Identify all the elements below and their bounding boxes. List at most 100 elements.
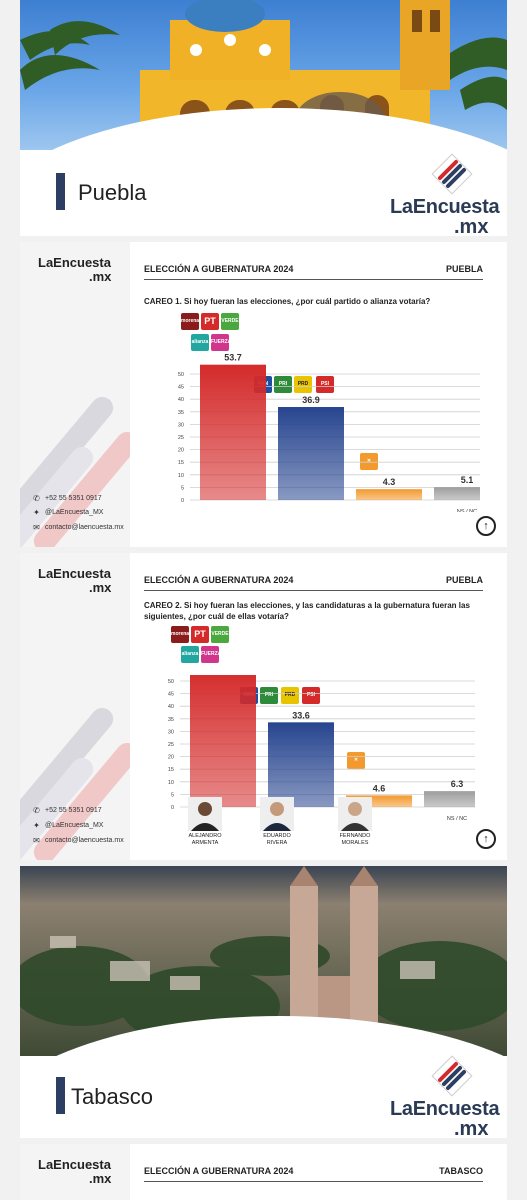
candidate-photo-rivera: [260, 797, 294, 831]
bar: [424, 791, 475, 807]
brand-suffix: .mx: [454, 1118, 489, 1138]
region-title: Tabasco: [71, 1084, 153, 1109]
mail-icon: ✉: [33, 836, 40, 845]
bar: [356, 489, 422, 500]
fuerza-logo: FUERZA: [201, 646, 221, 663]
bar-value-label: 5.1: [461, 475, 474, 485]
mc-eagle-icon: ✕: [360, 453, 378, 470]
y-tick-label: 50: [178, 372, 184, 378]
slide-heading: ELECCIÓN A GUBERNATURA 2024 TABASCO: [144, 1166, 483, 1182]
slide-sidebar: LaEncuesta .mx ✆ +52 55 5351 0917 ✦ @LaEnc…: [20, 553, 130, 860]
slide-heading: ELECCIÓN A GUBERNATURA 2024 PUEBLA: [144, 575, 483, 591]
verde-logo: VERDE: [211, 626, 229, 643]
whatsapp-icon: ✆: [33, 494, 40, 503]
contact-phone: ✆ +52 55 5351 0917: [33, 494, 102, 503]
y-tick-label: 40: [178, 397, 184, 403]
y-tick-label: 30: [168, 729, 174, 735]
psi-logo: PSI: [302, 687, 320, 704]
twitter-icon: ✦: [33, 821, 40, 830]
bar-value-label: 33.6: [292, 710, 310, 720]
twitter-icon: ✦: [33, 508, 40, 517]
sidebar-brand: LaEncuesta: [38, 255, 111, 270]
bar: [346, 795, 412, 807]
y-tick-label: 45: [168, 692, 174, 698]
candidate-photo-morales: [338, 797, 372, 831]
psi-logo: PSI: [316, 376, 334, 393]
bar: [268, 722, 334, 807]
nueva-alianza-logo: alianza: [191, 334, 209, 351]
y-tick-label: 15: [178, 460, 184, 466]
slide-title: ELECCIÓN A GUBERNATURA 2024: [144, 1166, 294, 1176]
slide-state: TABASCO: [439, 1166, 483, 1176]
slide-state: PUEBLA: [445, 264, 483, 274]
y-tick-label: 0: [181, 498, 184, 504]
y-tick-label: 45: [178, 385, 184, 391]
brand-stripes-icon: [431, 1055, 473, 1097]
morena-logo: morena: [171, 626, 189, 643]
contact-twitter[interactable]: ✦ @LaEncuesta_MX: [33, 508, 104, 517]
brand-logo: LaEncuesta .mx: [390, 1054, 507, 1138]
candidate-name-armenta: ALEJANDRO ARMENTA: [188, 833, 222, 846]
y-tick-label: 50: [168, 679, 174, 685]
chart-careo-2: 0510152025303540455055.533.64.66.3NS / N…: [168, 675, 475, 822]
slide-question: CAREO 1. Si hoy fueran las elecciones, ¿…: [144, 297, 431, 306]
pt-logo: PT: [191, 626, 209, 643]
candidate-name-morales: FERNANDO MORALES: [339, 833, 371, 846]
slide-careo-1: LaEncuesta .mx ✆ +52 55 5351 0917 ✦ @LaEnc…: [20, 242, 507, 547]
contact-email[interactable]: ✉ contacto@laencuesta.mx: [33, 523, 124, 532]
brand-stripes-icon: [431, 153, 473, 195]
brand-name: LaEncuesta: [390, 1098, 500, 1120]
y-tick-label: 5: [171, 792, 174, 798]
prd-logo: PRD: [281, 687, 299, 704]
x-category-label: NS / NC: [447, 816, 467, 822]
prd-logo: PRD: [294, 376, 312, 393]
brand-suffix: .mx: [454, 216, 489, 236]
y-tick-label: 10: [168, 780, 174, 786]
slide-title: ELECCIÓN A GUBERNATURA 2024: [144, 575, 294, 585]
bar-value-label: 4.6: [373, 783, 386, 793]
sidebar-brand: LaEncuesta: [38, 1157, 111, 1172]
region-accent-bar: [56, 1077, 65, 1114]
cover-card-puebla: Puebla LaEncuesta .mx: [20, 0, 507, 236]
pt-logo: PT: [201, 313, 219, 330]
slide-title: ELECCIÓN A GUBERNATURA 2024: [144, 264, 294, 274]
slide-sidebar: LaEncuesta .mx ✆ +52 55 5351 0917 ✦ @LaEnc…: [20, 242, 130, 547]
arrow-up-circle-icon[interactable]: ↑: [476, 516, 496, 536]
y-tick-label: 20: [178, 448, 184, 454]
slide-heading: ELECCIÓN A GUBERNATURA 2024 PUEBLA: [144, 264, 483, 280]
sidebar-brand: LaEncuesta: [38, 566, 111, 581]
contact-phone: ✆ +52 55 5351 0917: [33, 806, 102, 815]
slide-careo-2: LaEncuesta .mx ✆ +52 55 5351 0917 ✦ @LaEnc…: [20, 553, 507, 860]
candidate-photo-armenta: [188, 797, 222, 831]
bar: [434, 487, 480, 500]
y-tick-label: 35: [178, 410, 184, 416]
bar-value-label: 36.9: [302, 395, 320, 405]
slide-question: CAREO 2. Si hoy fueran las elecciones, y…: [144, 601, 470, 621]
bar: [200, 364, 266, 500]
y-tick-label: 40: [168, 704, 174, 710]
y-tick-label: 15: [168, 767, 174, 773]
nueva-alianza-logo: alianza: [181, 646, 199, 663]
cover-card-tabasco: Tabasco LaEncuesta .mx: [20, 866, 507, 1138]
sidebar-brand-suffix: .mx: [89, 1171, 112, 1186]
arrow-up-circle-icon[interactable]: ↑: [476, 829, 496, 849]
bar: [278, 407, 344, 500]
region-title: Puebla: [78, 180, 147, 205]
y-tick-label: 0: [171, 805, 174, 811]
y-tick-label: 35: [168, 717, 174, 723]
y-tick-label: 10: [178, 473, 184, 479]
whatsapp-icon: ✆: [33, 806, 40, 815]
y-tick-label: 30: [178, 422, 184, 428]
contact-twitter[interactable]: ✦ @LaEncuesta_MX: [33, 821, 104, 830]
y-tick-label: 5: [181, 485, 184, 491]
sidebar-brand-suffix: .mx: [89, 269, 112, 284]
bar-value-label: 53.7: [224, 353, 242, 363]
contact-email[interactable]: ✉ contacto@laencuesta.mx: [33, 836, 124, 845]
chart-careo-1: 0 5 10 15 20 25 30 35 40 45 50 53.7 36.9 4.3 5.1 NS / N…: [178, 353, 480, 512]
x-category-label: NS / NC: [457, 509, 477, 512]
verde-logo: VERDE: [221, 313, 239, 330]
pri-logo: PRI: [260, 687, 278, 704]
y-tick-label: 20: [168, 755, 174, 761]
slide-tabasco: LaEncuesta .mx ELECCIÓN A GUBERNATURA 20…: [20, 1144, 507, 1200]
bar: [190, 675, 256, 807]
